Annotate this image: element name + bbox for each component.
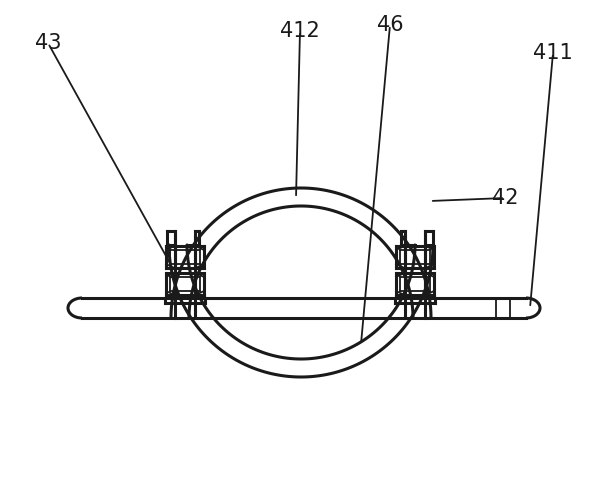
Text: 42: 42 [492,188,518,208]
Text: 412: 412 [280,21,320,41]
Text: 43: 43 [35,33,61,53]
Text: 46: 46 [377,15,403,35]
Text: 411: 411 [533,43,573,63]
